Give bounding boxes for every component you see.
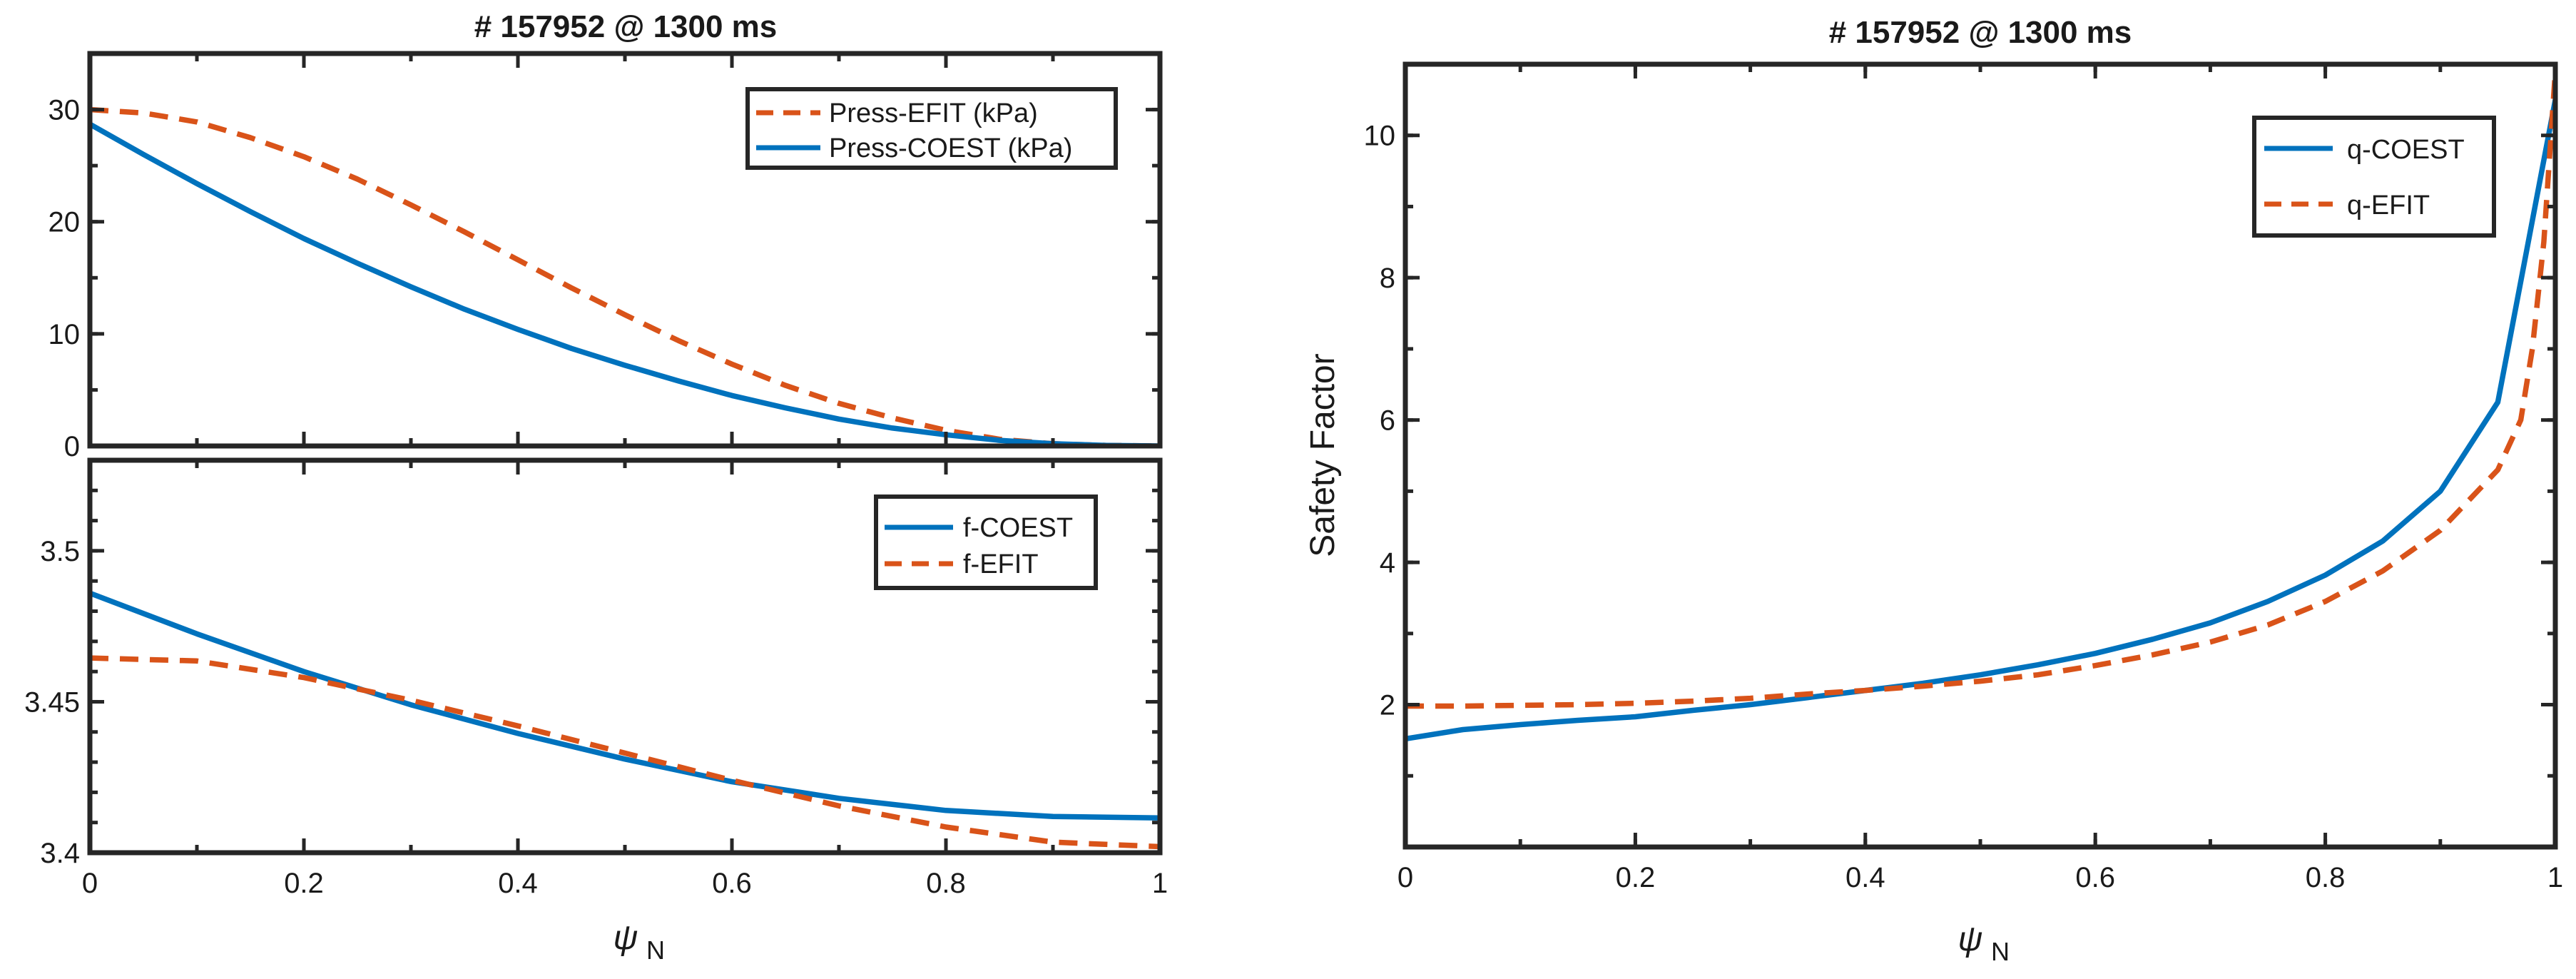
legend-label-press-coest: Press-COEST (kPa): [829, 133, 1072, 163]
f-x-tick-label: 0.6: [712, 868, 752, 899]
pressure-y-tick-label: 30: [49, 95, 81, 126]
f-series-f-coest-line: [90, 590, 1160, 821]
safety-factor-x-tick-label: 0: [1398, 862, 1413, 893]
safety-factor-x-axis-label: ψ: [1958, 920, 1983, 958]
legend-label-q-efit: q-EFIT: [2347, 191, 2430, 220]
safety-factor-series-layer: [1405, 71, 2555, 742]
safety-factor-series-q-efit-line: [1405, 71, 2555, 709]
legend-label-q-coest: q-COEST: [2347, 135, 2465, 165]
f-x-tick-label: 0.8: [926, 868, 966, 899]
safety-factor-x-tick-label: 0.4: [1846, 862, 1885, 893]
safety-factor-y-tick-label: 10: [1364, 121, 1396, 152]
legend-label-f-efit: f-EFIT: [963, 549, 1039, 579]
f-series-layer: [90, 590, 1160, 850]
f-x-tick-label: 0: [82, 868, 98, 899]
safety-factor-y-tick-label: 2: [1380, 690, 1395, 721]
f-x-axis-label-subscript: N: [646, 935, 665, 965]
safety-factor-x-tick-label: 1: [2547, 862, 2563, 893]
safety-factor-x-tick-label: 0.8: [2306, 862, 2346, 893]
pressure-chart-title: # 157952 @ 1300 ms: [474, 9, 778, 44]
f-x-tick-label: 0.4: [498, 868, 538, 899]
f-y-tick-label: 3.5: [40, 536, 80, 567]
pressure-y-tick-label: 10: [49, 319, 81, 350]
f-y-tick-label: 3.45: [24, 686, 80, 718]
pressure-panel: # 157952 @ 1300 ms 0 10 20 30 Press-EFIT (k…: [49, 9, 1163, 462]
pressure-tick-layer: 0 10 20 30: [49, 54, 1162, 462]
f-x-axis-label: ψ: [614, 919, 638, 957]
f-series-f-efit-line: [90, 655, 1160, 850]
f-legend: f-COEST f-EFIT: [874, 494, 1098, 590]
pressure-y-tick-label: 20: [49, 207, 81, 238]
safety-factor-legend-box: [2252, 116, 2496, 238]
f-panel: 0 0.2 0.4 0.6 0.8 1 3.4 3.45 3.5 ψ N f-COEST f-E…: [24, 457, 1168, 965]
safety-factor-series-q-coest-line: [1405, 99, 2555, 742]
legend-label-f-coest: f-COEST: [963, 513, 1073, 543]
pressure-series-layer: [90, 106, 1160, 446]
safety-factor-tick-layer: 0 0.2 0.4 0.6 0.8 1 2 4 6 8 10: [1364, 64, 2563, 893]
legend-label-press-efit: Press-EFIT (kPa): [829, 98, 1038, 128]
safety-factor-x-tick-label: 0.6: [2075, 862, 2115, 893]
pressure-series-press-efit-kpa-line: [90, 106, 1160, 446]
safety-factor-y-tick-label: 4: [1380, 547, 1395, 579]
pressure-series-press-coest-kpa-line: [90, 121, 1160, 446]
pressure-y-tick-label: 0: [64, 431, 80, 462]
safety-factor-x-tick-label: 0.2: [1616, 862, 1656, 893]
safety-factor-x-axis-label-subscript: N: [1991, 937, 2010, 966]
safety-factor-y-tick-label: 6: [1380, 405, 1395, 437]
f-tick-layer: 0 0.2 0.4 0.6 0.8 1 3.4 3.45 3.5: [24, 460, 1168, 899]
f-x-tick-label: 1: [1152, 868, 1168, 899]
f-legend-box: [874, 494, 1098, 590]
safety-factor-y-axis-label: Safety Factor: [1304, 353, 1342, 557]
safety-factor-panel: # 157952 @ 1300 ms 0 0.2 0.4 0.6 0.8 1246810 …: [1304, 15, 2563, 966]
pressure-legend: Press-EFIT (kPa) Press-COEST (kPa): [745, 87, 1118, 170]
safety-factor-legend: q-COEST q-EFIT: [2252, 116, 2496, 238]
pressure-legend-box: [745, 87, 1118, 170]
safety-factor-y-tick-label: 8: [1380, 263, 1395, 294]
f-y-tick-label: 3.4: [40, 838, 80, 869]
f-x-tick-label: 0.2: [284, 868, 324, 899]
safety-factor-chart-title: # 157952 @ 1300 ms: [1829, 15, 2132, 50]
